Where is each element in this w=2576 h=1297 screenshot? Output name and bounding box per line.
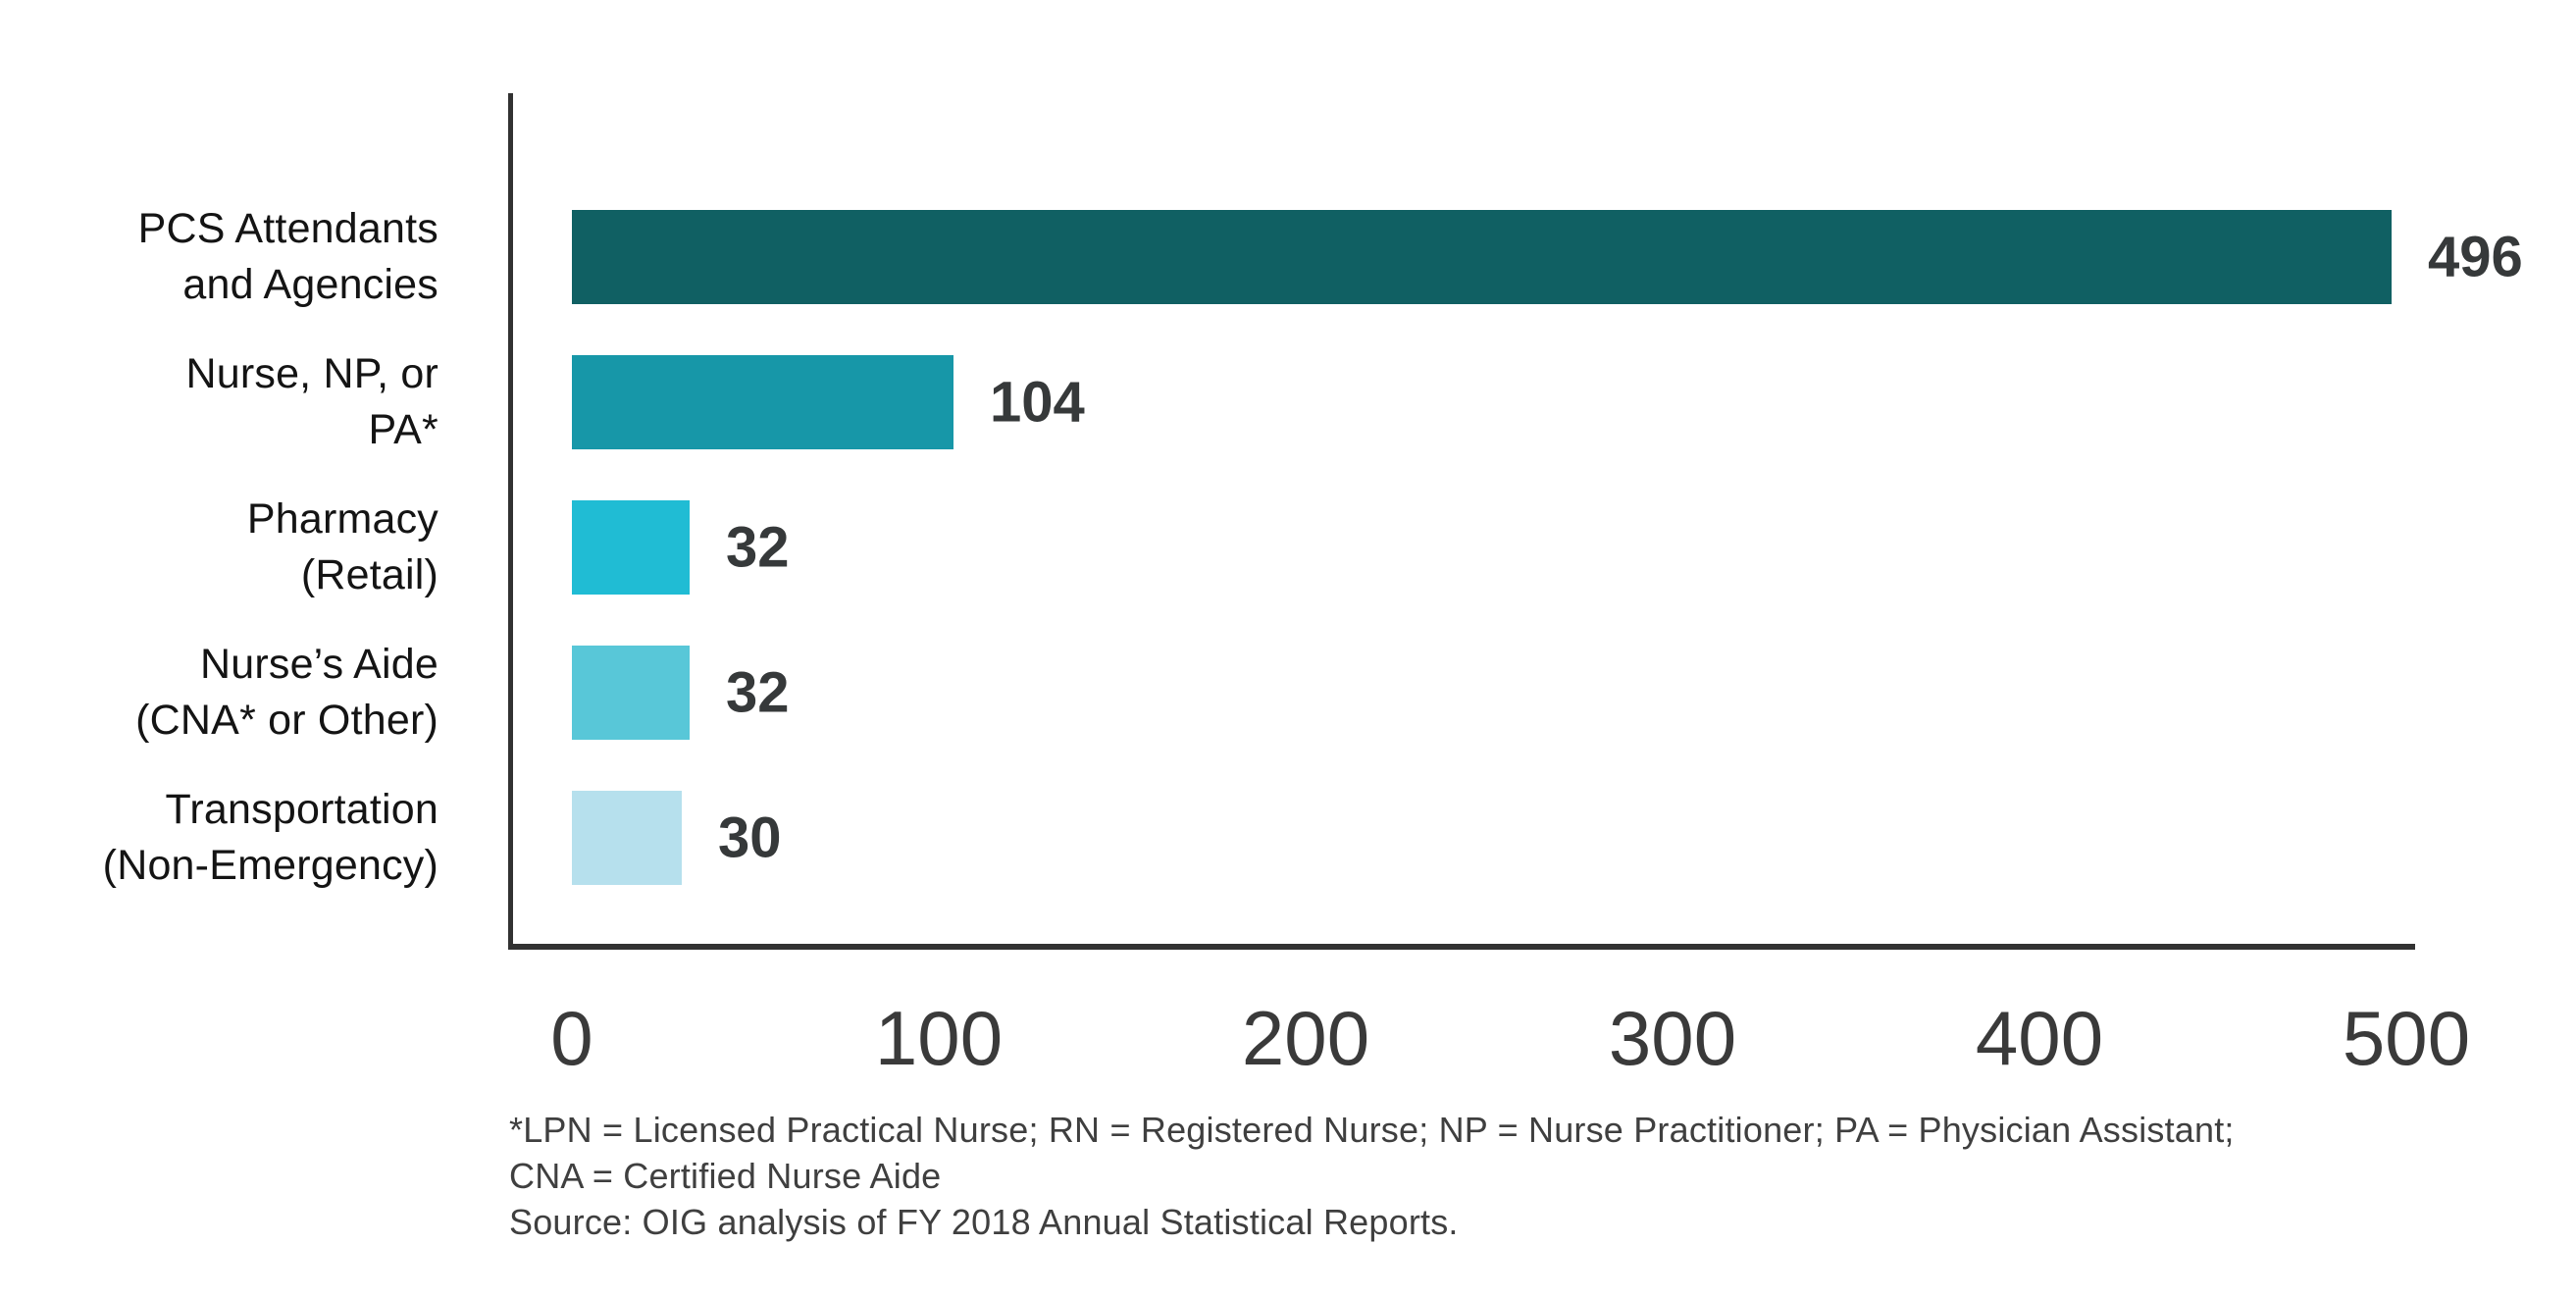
- category-label-line: Nurse’s Aide: [199, 641, 438, 688]
- x-axis-tick-label: 300: [1608, 995, 1737, 1081]
- bar-value-label: 32: [726, 660, 790, 725]
- x-axis-tick-label: 100: [874, 995, 1004, 1081]
- footnote-abbreviations-line1: *LPN = Licensed Practical Nurse; RN = Re…: [509, 1110, 2235, 1150]
- category-label: Nurse, NP, or PA*: [0, 346, 438, 458]
- x-axis-tick-label: 400: [1975, 995, 2104, 1081]
- category-label-line: Pharmacy: [246, 495, 438, 543]
- bar-value-label: 30: [718, 805, 782, 870]
- category-label-line: (Retail): [300, 551, 438, 598]
- category-label-line: and Agencies: [182, 261, 438, 308]
- chart-row: Transportation (Non-Emergency) 30: [0, 786, 2576, 889]
- category-label: Transportation (Non-Emergency): [0, 782, 438, 894]
- chart-row: Nurse’s Aide (CNA* or Other) 32: [0, 641, 2576, 744]
- x-axis-line: [508, 944, 2415, 950]
- category-label-line: PCS Attendants: [137, 205, 438, 252]
- footnote-abbreviations-line2: CNA = Certified Nurse Aide: [509, 1156, 942, 1196]
- x-axis-tick-label: 500: [2342, 995, 2471, 1081]
- x-axis-tick-label: 0: [550, 995, 593, 1081]
- chart-row: Pharmacy (Retail) 32: [0, 495, 2576, 598]
- x-axis: 0 100 200 300 400 500: [0, 999, 2576, 1087]
- bar-value-label: 496: [2428, 225, 2523, 289]
- bar: [572, 500, 690, 595]
- bar: [572, 210, 2392, 304]
- category-label: PCS Attendants and Agencies: [0, 201, 438, 313]
- chart-row: PCS Attendants and Agencies 496: [0, 205, 2576, 308]
- x-axis-tick-label: 200: [1241, 995, 1370, 1081]
- category-label: Nurse’s Aide (CNA* or Other): [0, 637, 438, 749]
- category-label-line: (Non-Emergency): [102, 842, 438, 889]
- category-label-line: PA*: [368, 406, 438, 453]
- category-label-line: Transportation: [165, 786, 438, 833]
- footnote-source: Source: OIG analysis of FY 2018 Annual S…: [509, 1202, 1459, 1242]
- category-label: Pharmacy (Retail): [0, 492, 438, 603]
- bar: [572, 646, 690, 740]
- y-axis-line: [508, 93, 513, 950]
- category-label-line: (CNA* or Other): [135, 697, 438, 744]
- bar-value-label: 32: [726, 515, 790, 580]
- chart-row: Nurse, NP, or PA* 104: [0, 350, 2576, 453]
- category-label-line: Nurse, NP, or: [185, 350, 438, 397]
- bar: [572, 791, 682, 885]
- bar-value-label: 104: [990, 370, 1085, 435]
- footnotes: *LPN = Licensed Practical Nurse; RN = Re…: [509, 1107, 2373, 1245]
- bar: [572, 355, 953, 449]
